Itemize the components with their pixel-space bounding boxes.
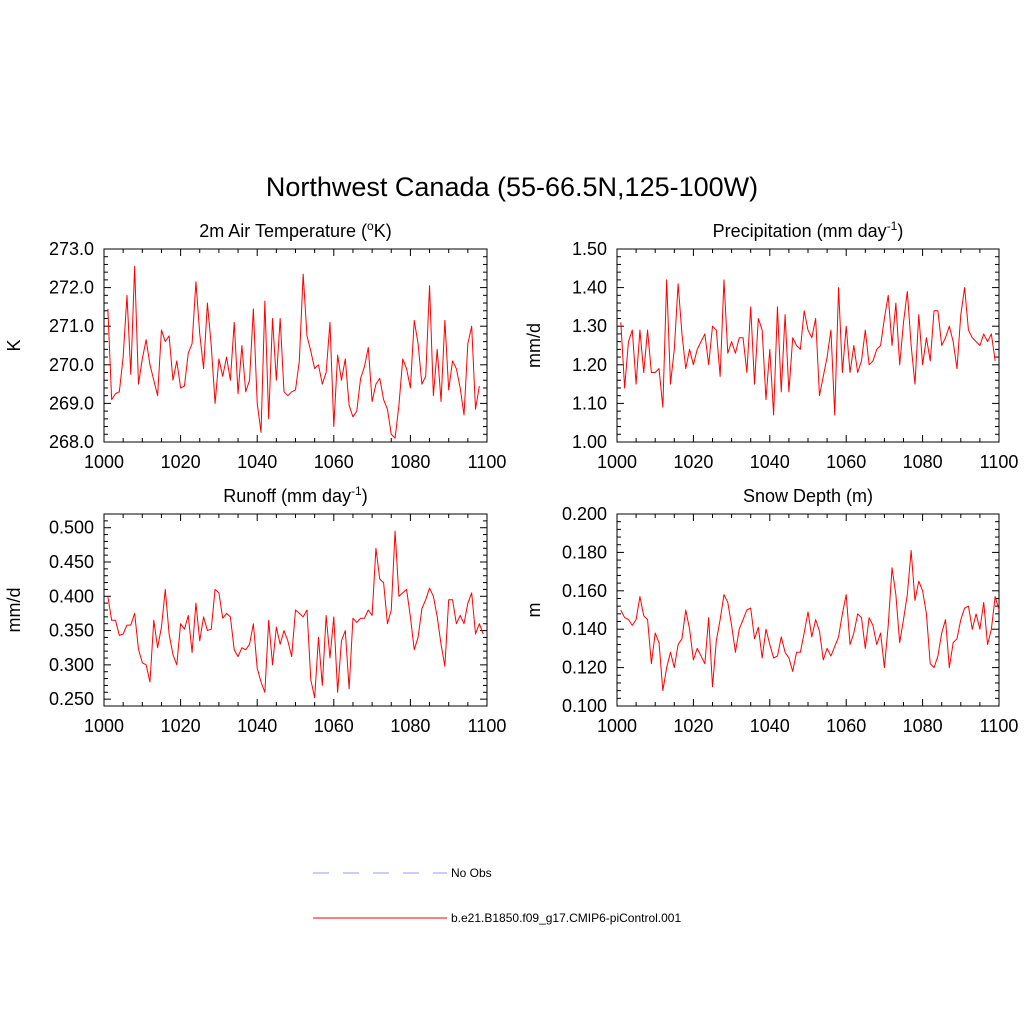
x-tick-label: 1060 <box>314 452 354 472</box>
y-tick-label: 269.0 <box>49 393 94 413</box>
x-tick-label: 1020 <box>673 716 713 736</box>
y-tick-label: 0.350 <box>49 621 94 641</box>
x-tick-label: 1100 <box>980 716 1019 736</box>
x-tick-label: 1080 <box>903 452 943 472</box>
panel-title-superscript: -1 <box>887 219 898 233</box>
y-tick-label: 0.400 <box>49 586 94 606</box>
y-tick-label: 0.500 <box>49 518 94 538</box>
x-tick-label: 1080 <box>903 716 943 736</box>
plot-frame <box>616 513 1000 707</box>
x-tick-label: 1100 <box>980 452 1019 472</box>
x-tick-label: 1040 <box>237 716 277 736</box>
y-tick-label: 1.40 <box>572 278 607 298</box>
x-tick-label: 1020 <box>161 452 201 472</box>
y-tick-label: 0.200 <box>562 504 607 524</box>
y-tick-label: 0.450 <box>49 552 94 572</box>
legend: No Obs b.e21.B1850.f09_g17.CMIP6-piContro… <box>313 866 681 925</box>
panel-4: Snow Depth (m) m 1000 1020 1040 1060 1080 1100 0… <box>524 486 1018 736</box>
series-line <box>107 530 484 699</box>
x-tick-label: 1020 <box>161 716 201 736</box>
plot-frame <box>103 248 488 443</box>
x-tick-label: 1020 <box>673 452 713 472</box>
x-tick-label: 1000 <box>597 452 637 472</box>
panel-title: Snow Depth (m) <box>743 486 873 506</box>
y-tick-label: 0.140 <box>562 619 607 639</box>
y-tick-label: 0.100 <box>562 696 607 716</box>
x-tick-label: 1040 <box>750 452 790 472</box>
panel-title-text: Precipitation (mm day <box>713 221 887 241</box>
panel-title-superscript: o <box>367 219 374 233</box>
y-tick-label: 271.0 <box>49 316 94 336</box>
y-axis-label: m <box>524 603 544 618</box>
y-tick-label: 1.10 <box>572 393 607 413</box>
panel-title: Runoff (mm day-1) <box>223 484 367 506</box>
series-line <box>620 279 996 416</box>
x-tick-label: 1060 <box>314 716 354 736</box>
x-tick-label: 1100 <box>468 452 507 472</box>
y-axis-label: K <box>4 339 24 351</box>
y-tick-label: 1.20 <box>572 355 607 375</box>
chart-panels: 2m Air Temperature (oK) K 1000 1020 1040 1060… <box>4 219 1018 736</box>
y-tick-label: 0.120 <box>562 658 607 678</box>
legend-label-2: b.e21.B1850.f09_g17.CMIP6-piControl.001 <box>451 911 681 925</box>
x-tick-label: 1080 <box>390 716 430 736</box>
panel-title-text: Runoff (mm day <box>223 486 351 506</box>
series-line <box>107 265 480 439</box>
x-tick-label: 1060 <box>826 716 866 736</box>
y-tick-label: 273.0 <box>49 239 94 259</box>
x-tick-label: 1060 <box>826 452 866 472</box>
y-tick-label: 0.180 <box>562 542 607 562</box>
series-line <box>620 549 1000 692</box>
panel-title: 2m Air Temperature (oK) <box>199 219 391 241</box>
figure-title: Northwest Canada (55-66.5N,125-100W) <box>266 172 758 202</box>
legend-label-1: No Obs <box>451 866 492 880</box>
y-tick-label: 1.50 <box>572 239 607 259</box>
panel-1: 2m Air Temperature (oK) K 1000 1020 1040 1060… <box>4 219 506 472</box>
y-tick-label: 0.250 <box>49 689 94 709</box>
x-tick-label: 1100 <box>468 716 507 736</box>
panel-title-end: ) <box>897 221 903 241</box>
panel-title-end: K) <box>374 221 392 241</box>
panel-title: Precipitation (mm day-1) <box>713 219 904 241</box>
y-tick-label: 0.300 <box>49 655 94 675</box>
y-tick-label: 272.0 <box>49 278 94 298</box>
x-tick-label: 1040 <box>750 716 790 736</box>
panel-2: Precipitation (mm day-1) mm/d 1000 1020 1040… <box>524 219 1018 472</box>
x-tick-label: 1080 <box>390 452 430 472</box>
panel-3: Runoff (mm day-1) mm/d 1000 1020 1040 1060 108… <box>4 484 506 736</box>
panel-title-superscript: -1 <box>351 484 362 498</box>
y-tick-label: 0.160 <box>562 581 607 601</box>
y-tick-label: 1.30 <box>572 316 607 336</box>
y-axis-label: mm/d <box>4 588 24 633</box>
y-tick-label: 270.0 <box>49 355 94 375</box>
panel-title-text: Snow Depth (m) <box>743 486 873 506</box>
x-tick-label: 1000 <box>84 716 124 736</box>
x-tick-label: 1000 <box>84 452 124 472</box>
y-tick-label: 268.0 <box>49 432 94 452</box>
x-tick-label: 1040 <box>237 452 277 472</box>
panel-title-end: ) <box>362 486 368 506</box>
y-axis-label: mm/d <box>524 323 544 368</box>
x-tick-label: 1000 <box>597 716 637 736</box>
panel-title-text: 2m Air Temperature ( <box>199 221 367 241</box>
y-tick-label: 1.00 <box>572 432 607 452</box>
